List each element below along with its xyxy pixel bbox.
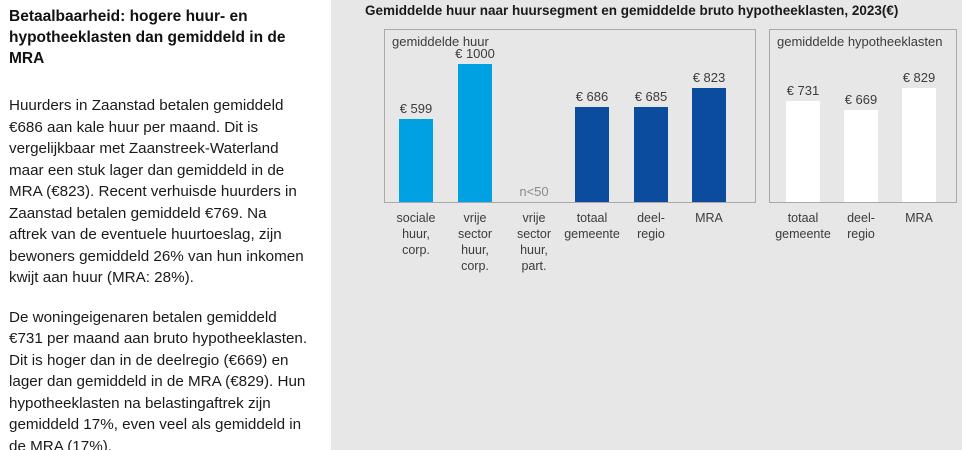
bar-value-label: € 731 (786, 83, 820, 98)
bar-vrije (458, 64, 492, 202)
huur-chart-label: gemiddelde huur (392, 34, 489, 49)
figure-panel: Gemiddelde huur naar huursegment en gemi… (331, 0, 962, 450)
small-n-note: n<50 (519, 184, 549, 199)
bar-value-label: € 599 (399, 101, 433, 116)
category-label: deel- regio (637, 211, 665, 241)
bar-value-label: € 1000 (455, 46, 495, 61)
category-label: totaal gemeente (564, 211, 620, 241)
bar-value-label: € 669 (844, 92, 878, 107)
bar-value-label: € 685 (634, 89, 668, 104)
hypotheeklasten-chart: gemiddelde hypotheeklasten € 731 totaal g… (769, 29, 957, 241)
figure-title: Gemiddelde huur naar huursegment en gemi… (365, 3, 899, 18)
bar-MRA (692, 88, 726, 202)
huur-chart: gemiddelde huur € 599 sociale huur, corp.… (384, 29, 756, 273)
category-label: sociale huur, corp. (396, 211, 436, 257)
category-label: totaal gemeente (775, 211, 831, 241)
bar-totaal (786, 101, 820, 202)
page-title: Betaalbaarheid: hogere huur- en hypothee… (9, 8, 286, 67)
bar-sociale (399, 119, 433, 202)
bar-deel- (634, 107, 668, 202)
bar-value-label: € 823 (692, 70, 726, 85)
bar-value-label: € 686 (575, 89, 609, 104)
category-label: MRA (695, 211, 723, 225)
category-label: vrije sector huur, part. (516, 211, 552, 273)
bar-MRA (902, 88, 936, 202)
bar-value-label: € 829 (902, 70, 936, 85)
bar-totaal (575, 107, 609, 202)
commentary-panel: Betaalbaarheid: hogere huur- en hypothee… (9, 2, 333, 450)
category-label: deel- regio (847, 211, 875, 241)
category-label: MRA (905, 211, 933, 225)
paragraph-huur: Huurders in Zaanstad betalen gemiddeld €… (9, 97, 304, 286)
hypotheeklasten-chart-label: gemiddelde hypotheeklasten (777, 34, 943, 49)
bar-deel- (844, 110, 878, 202)
category-label: vrije sector huur, corp. (457, 211, 493, 273)
paragraph-hypotheek: De woningeigenaren betalen gemiddeld €73… (9, 308, 308, 450)
